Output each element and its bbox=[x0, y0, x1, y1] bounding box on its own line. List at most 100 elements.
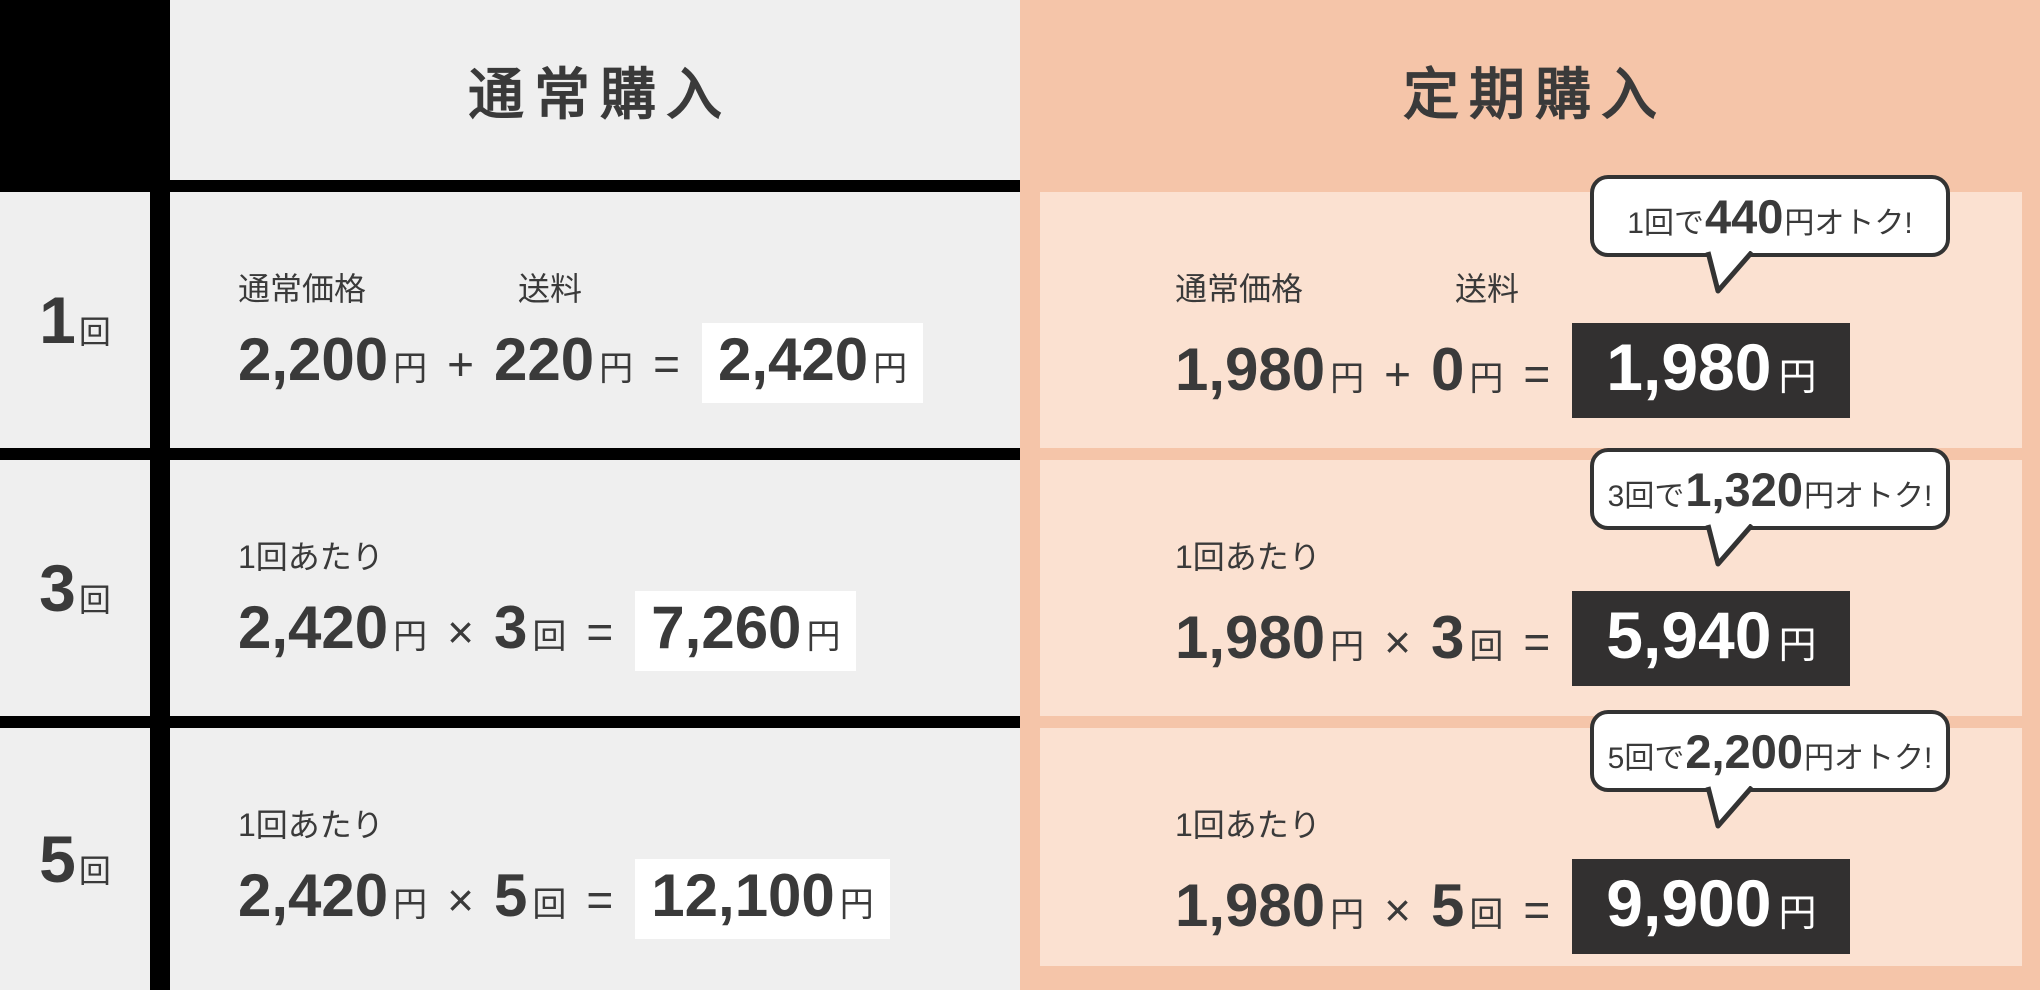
yen-unit: 円 bbox=[1778, 893, 1817, 936]
total-price-box-dark: 9,900 円 bbox=[1572, 859, 1851, 954]
total-price: 1,980 bbox=[1606, 330, 1772, 405]
equals-sign: = bbox=[586, 874, 614, 927]
price-formula: 2,420 円 × 3 回 = 7,260 円 bbox=[238, 591, 1020, 672]
bubble-tail bbox=[1705, 251, 1754, 294]
yen-unit: 円 bbox=[1469, 360, 1504, 399]
multiply-operator: × bbox=[1384, 616, 1412, 669]
bubble-suffix: 円オトク! bbox=[1803, 742, 1933, 775]
subscription-cell-row1: 通常価格 送料 1,980 円 + 0 円 = 1,980 円 bbox=[1040, 192, 2022, 448]
per-time-label: 1回あたり bbox=[1175, 539, 1321, 575]
subscription-column-title: 定期購入 bbox=[1403, 62, 1667, 126]
yen-unit: 円 bbox=[1330, 360, 1365, 399]
row-count-number: 3 bbox=[39, 551, 76, 625]
price-label: 通常価格 bbox=[238, 271, 367, 307]
bubble-amount: 1,320 bbox=[1685, 463, 1803, 516]
regular-column-title: 通常購入 bbox=[468, 62, 732, 126]
regular-cell-row1: 通常価格 送料 2,200 円 + 220 円 = 2,420 円 bbox=[170, 192, 1020, 448]
bubble-suffix: 円オトク! bbox=[1784, 207, 1913, 240]
bubble-suffix: 円オトク! bbox=[1803, 480, 1933, 513]
unit-price: 2,420 bbox=[238, 594, 389, 662]
equals-sign: = bbox=[1523, 884, 1551, 937]
times-unit: 回 bbox=[532, 618, 567, 657]
row-count-unit: 回 bbox=[78, 582, 111, 618]
times-unit: 回 bbox=[1469, 628, 1504, 667]
yen-unit: 円 bbox=[806, 618, 841, 657]
savings-bubble-row1: 1回で 440 円オトク! bbox=[1590, 175, 1950, 257]
yen-unit: 円 bbox=[393, 350, 428, 389]
savings-bubble-row3: 5回で 2,200 円オトク! bbox=[1590, 710, 1950, 792]
bubble-tail bbox=[1705, 786, 1754, 829]
base-price: 1,980 bbox=[1175, 336, 1326, 404]
row-count-unit: 回 bbox=[78, 853, 111, 889]
row-count-3: 3 回 bbox=[0, 460, 150, 716]
per-time-label: 1回あたり bbox=[238, 539, 384, 575]
per-time-label: 1回あたり bbox=[1175, 807, 1321, 843]
total-price-box-dark: 1,980 円 bbox=[1572, 323, 1851, 418]
total-price-box: 7,260 円 bbox=[635, 591, 857, 672]
regular-cell-row2: 1回あたり 2,420 円 × 3 回 = 7,260 円 bbox=[170, 460, 1020, 716]
yen-unit: 円 bbox=[393, 886, 428, 925]
row-separator-1 bbox=[0, 180, 1020, 192]
times-count: 5 bbox=[494, 862, 528, 930]
bubble-prefix: 5回で bbox=[1607, 742, 1685, 775]
multiply-operator: × bbox=[447, 606, 475, 659]
per-time-label: 1回あたり bbox=[238, 807, 384, 843]
total-price: 12,100 bbox=[651, 862, 835, 930]
total-price: 9,900 bbox=[1606, 866, 1772, 941]
bubble-prefix: 1回で bbox=[1627, 207, 1704, 240]
subscription-column-header: 定期購入 bbox=[1020, 0, 2040, 180]
regular-cell-row3: 1回あたり 2,420 円 × 5 回 = 12,100 円 bbox=[170, 728, 1020, 990]
yen-unit: 円 bbox=[599, 350, 634, 389]
bubble-amount: 440 bbox=[1704, 190, 1784, 243]
times-unit: 回 bbox=[1469, 896, 1504, 935]
yen-unit: 円 bbox=[1330, 628, 1365, 667]
bubble-amount: 2,200 bbox=[1685, 725, 1803, 778]
multiply-operator: × bbox=[447, 874, 475, 927]
base-price: 2,200 bbox=[238, 326, 389, 394]
yen-unit: 円 bbox=[1778, 625, 1817, 668]
column-divider bbox=[150, 0, 170, 990]
shipping-price: 220 bbox=[494, 326, 595, 394]
plus-operator: + bbox=[1384, 348, 1412, 401]
yen-unit: 円 bbox=[1330, 896, 1365, 935]
total-price-box-dark: 5,940 円 bbox=[1572, 591, 1851, 686]
row-count-number: 5 bbox=[39, 822, 76, 896]
subscription-cell-row3: 1回あたり 1,980 円 × 5 回 = 9,900 円 bbox=[1040, 728, 2022, 966]
yen-unit: 円 bbox=[873, 350, 908, 389]
unit-price: 2,420 bbox=[238, 862, 389, 930]
bubble-prefix: 3回で bbox=[1607, 480, 1685, 513]
subscription-cell-row2: 1回あたり 1,980 円 × 3 回 = 5,940 円 bbox=[1040, 460, 2022, 716]
corner-block bbox=[0, 0, 170, 192]
row-separator-3 bbox=[0, 716, 1020, 728]
total-price: 7,260 bbox=[651, 594, 802, 662]
total-price: 2,420 bbox=[718, 326, 869, 394]
savings-bubble-row2: 3回で 1,320 円オトク! bbox=[1590, 448, 1950, 530]
total-price-box: 2,420 円 bbox=[702, 323, 924, 404]
shipping-label: 送料 bbox=[1455, 271, 1520, 307]
price-formula: 1,980 円 × 3 回 = 5,940 円 bbox=[1175, 591, 2022, 686]
yen-unit: 円 bbox=[839, 886, 874, 925]
yen-unit: 円 bbox=[393, 618, 428, 657]
price-label: 通常価格 bbox=[1175, 271, 1304, 307]
equals-sign: = bbox=[586, 606, 614, 659]
row-count-1: 1 回 bbox=[0, 192, 150, 448]
times-count: 3 bbox=[1431, 604, 1465, 672]
price-formula: 1,980 円 + 0 円 = 1,980 円 bbox=[1175, 323, 2022, 418]
shipping-label: 送料 bbox=[518, 271, 583, 307]
row-separator-2 bbox=[0, 448, 1020, 460]
price-formula: 2,200 円 + 220 円 = 2,420 円 bbox=[238, 323, 1020, 404]
row-count-5: 5 回 bbox=[0, 728, 150, 990]
plus-operator: + bbox=[447, 338, 475, 391]
price-formula: 1,980 円 × 5 回 = 9,900 円 bbox=[1175, 859, 2022, 954]
price-formula: 2,420 円 × 5 回 = 12,100 円 bbox=[238, 859, 1020, 940]
shipping-price: 0 bbox=[1431, 336, 1465, 404]
total-price: 5,940 bbox=[1606, 598, 1772, 673]
equals-sign: = bbox=[1523, 616, 1551, 669]
total-price-box: 12,100 円 bbox=[635, 859, 890, 940]
times-count: 3 bbox=[494, 594, 528, 662]
times-unit: 回 bbox=[532, 886, 567, 925]
unit-price: 1,980 bbox=[1175, 604, 1326, 672]
equals-sign: = bbox=[1523, 348, 1551, 401]
row-count-unit: 回 bbox=[78, 314, 111, 350]
